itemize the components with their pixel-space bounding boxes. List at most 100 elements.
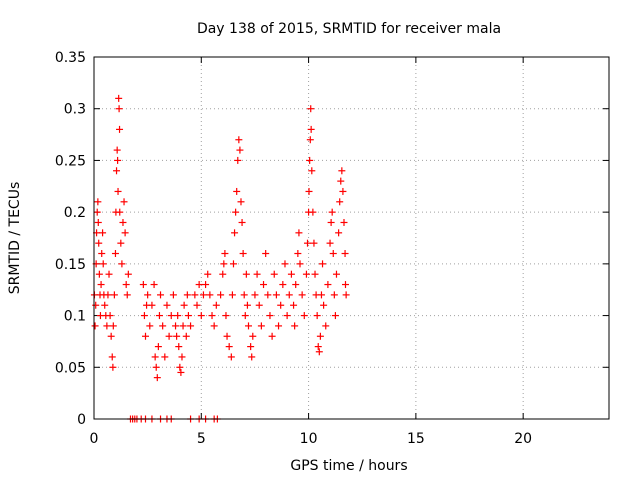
data-point bbox=[119, 218, 127, 226]
data-point bbox=[308, 167, 316, 175]
data-point bbox=[124, 270, 132, 278]
data-point bbox=[153, 374, 161, 382]
data-point bbox=[313, 312, 321, 320]
data-point bbox=[95, 239, 103, 247]
data-point bbox=[177, 368, 185, 376]
data-point bbox=[262, 250, 270, 258]
data-point bbox=[107, 332, 115, 340]
grid-lines bbox=[94, 57, 609, 419]
data-point bbox=[229, 260, 237, 268]
data-point bbox=[292, 281, 300, 289]
data-point bbox=[184, 312, 192, 320]
data-point bbox=[106, 312, 114, 320]
y-tick-label: 0.25 bbox=[55, 153, 86, 169]
data-point bbox=[238, 218, 246, 226]
data-point bbox=[159, 322, 167, 330]
data-point bbox=[98, 250, 106, 258]
data-point bbox=[264, 291, 272, 299]
y-tick-label: 0.1 bbox=[64, 309, 86, 325]
data-point bbox=[175, 343, 183, 351]
data-point bbox=[99, 229, 107, 237]
data-point bbox=[212, 301, 220, 309]
data-point bbox=[272, 291, 280, 299]
data-point bbox=[148, 301, 156, 309]
data-point bbox=[307, 125, 315, 133]
data-point bbox=[326, 239, 334, 247]
data-point bbox=[180, 301, 188, 309]
data-point bbox=[123, 291, 131, 299]
data-point bbox=[165, 332, 173, 340]
data-point bbox=[103, 322, 111, 330]
data-point bbox=[294, 250, 302, 258]
data-point bbox=[319, 260, 327, 268]
data-point bbox=[95, 270, 103, 278]
data-point bbox=[115, 94, 123, 102]
data-point bbox=[285, 291, 293, 299]
data-point bbox=[232, 208, 240, 216]
data-point bbox=[302, 270, 310, 278]
data-point bbox=[142, 332, 149, 340]
data-point bbox=[233, 187, 241, 195]
data-point bbox=[327, 218, 335, 226]
data-point bbox=[251, 291, 259, 299]
data-point bbox=[281, 260, 289, 268]
data-point bbox=[231, 229, 239, 237]
plot-frame bbox=[93, 56, 610, 420]
data-point bbox=[330, 291, 338, 299]
data-point bbox=[223, 332, 231, 340]
data-point bbox=[120, 198, 128, 206]
data-point bbox=[92, 301, 100, 309]
data-point bbox=[114, 187, 122, 195]
data-point bbox=[316, 332, 324, 340]
data-point bbox=[279, 281, 287, 289]
y-tick-label: 0.2 bbox=[64, 205, 86, 221]
data-point bbox=[257, 322, 265, 330]
data-point bbox=[99, 260, 107, 268]
data-point bbox=[116, 125, 124, 133]
data-point bbox=[157, 291, 165, 299]
data-point bbox=[320, 301, 328, 309]
data-point bbox=[239, 250, 247, 258]
data-point bbox=[283, 312, 291, 320]
data-point bbox=[266, 312, 274, 320]
data-point bbox=[242, 270, 250, 278]
data-point bbox=[222, 312, 230, 320]
data-point bbox=[277, 301, 285, 309]
data-point bbox=[187, 322, 195, 330]
data-point bbox=[111, 250, 119, 258]
data-point bbox=[146, 322, 154, 330]
data-point bbox=[260, 281, 268, 289]
x-tick-label: 10 bbox=[300, 431, 318, 447]
data-point bbox=[174, 312, 182, 320]
data-point bbox=[235, 136, 243, 144]
x-tick-label: 0 bbox=[90, 431, 99, 447]
data-point bbox=[97, 281, 105, 289]
data-point bbox=[199, 291, 207, 299]
data-point bbox=[183, 291, 191, 299]
data-point bbox=[182, 332, 190, 340]
y-tick-label: 0.3 bbox=[64, 102, 86, 118]
data-point bbox=[324, 281, 332, 289]
data-point bbox=[139, 281, 147, 289]
data-point bbox=[172, 322, 180, 330]
data-point bbox=[245, 322, 252, 330]
data-point bbox=[247, 343, 255, 351]
data-point bbox=[101, 301, 109, 309]
data-point bbox=[204, 270, 212, 278]
data-point bbox=[248, 353, 256, 361]
data-point bbox=[114, 156, 122, 164]
data-point bbox=[217, 291, 225, 299]
data-point bbox=[295, 229, 303, 237]
data-point bbox=[105, 270, 113, 278]
y-tick-label: 0.35 bbox=[55, 50, 86, 66]
data-point bbox=[228, 291, 236, 299]
data-point bbox=[337, 177, 345, 185]
data-point bbox=[338, 167, 346, 175]
y-tick-label: 0.15 bbox=[55, 257, 86, 273]
data-point bbox=[291, 322, 299, 330]
data-point bbox=[94, 198, 102, 206]
data-point bbox=[220, 260, 228, 268]
data-point bbox=[121, 229, 129, 237]
